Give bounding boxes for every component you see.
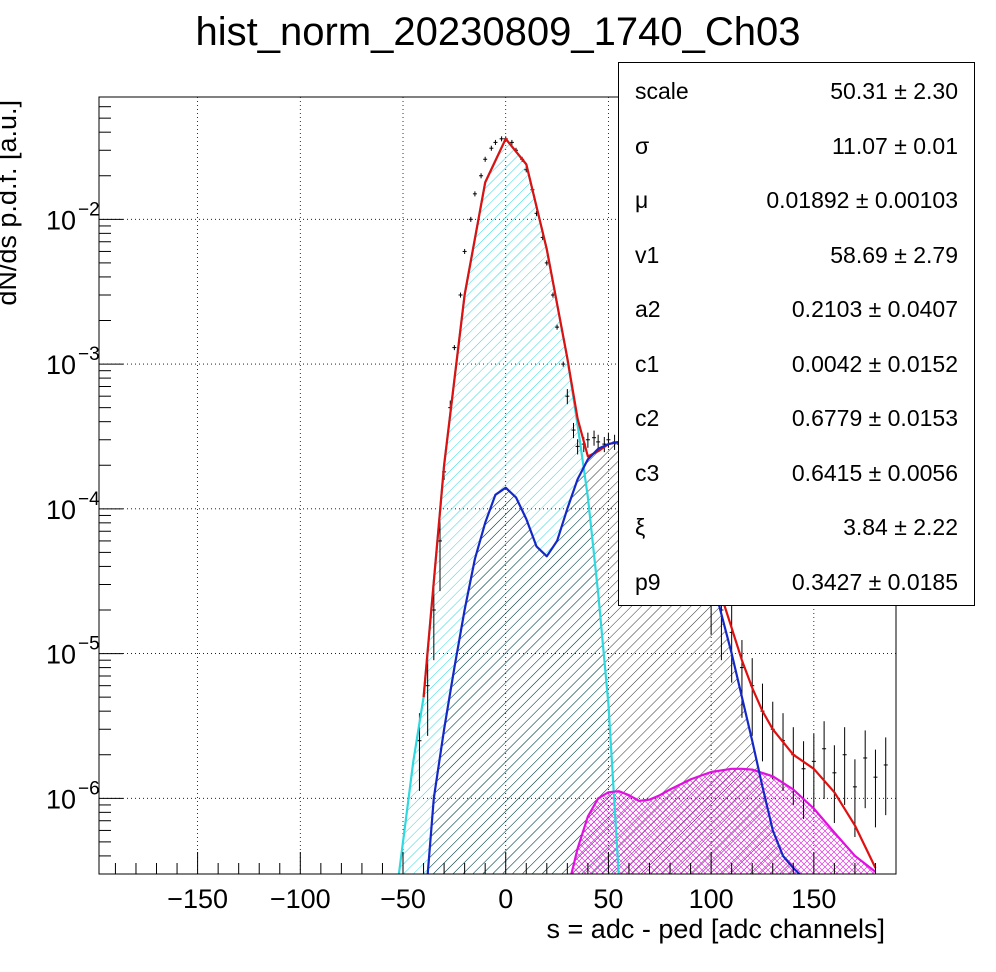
data-point xyxy=(602,436,607,453)
fit-parameter-name: c3 xyxy=(635,459,660,486)
fit-parameter-value: 0.2103 ± 0.0407 xyxy=(791,296,958,322)
data-point xyxy=(571,422,576,439)
data-point xyxy=(873,749,878,828)
y-tick-label: 10 xyxy=(46,495,76,525)
fit-parameter-row: ξ 3.84 ± 2.22 xyxy=(619,514,974,568)
data-point xyxy=(544,260,549,266)
fit-parameter-value: 50.31 ± 2.30 xyxy=(830,78,958,104)
fit-parameter-value: 3.84 ± 2.22 xyxy=(843,514,958,540)
data-point xyxy=(750,658,755,736)
fit-parameter-name: p9 xyxy=(635,568,661,595)
data-point xyxy=(781,713,786,791)
data-point xyxy=(472,191,477,197)
data-point xyxy=(425,658,430,736)
data-point xyxy=(452,345,457,351)
x-tick-label: 0 xyxy=(498,884,513,914)
fit-parameter-name: scale xyxy=(635,78,689,104)
data-point xyxy=(575,439,580,455)
data-point xyxy=(437,513,442,592)
fit-parameter-row: c3 0.6415 ± 0.0056 xyxy=(619,460,974,514)
y-tick-exponent: −5 xyxy=(78,634,100,655)
data-point xyxy=(739,640,744,718)
fit-parameter-row: p9 0.3427 ± 0.0185 xyxy=(619,569,974,623)
data-point xyxy=(479,173,484,179)
data-point xyxy=(483,156,488,162)
y-tick-exponent: −6 xyxy=(78,778,100,799)
fit-parameters-box: scale 50.31 ± 2.30 σ 11.07 ± 0.01 μ 0.01892 ±… xyxy=(618,62,975,606)
double-photoelectron-component-curve xyxy=(570,767,877,874)
double-photoelectron-component-fill xyxy=(571,768,876,874)
fit-parameter-row: a2 0.2103 ± 0.0407 xyxy=(619,296,974,350)
data-point xyxy=(499,136,504,142)
y-tick-label: 10 xyxy=(46,205,76,235)
data-point xyxy=(555,324,560,330)
data-point xyxy=(458,292,463,298)
single-photoelectron-component-fill xyxy=(427,441,800,874)
data-point xyxy=(811,733,816,812)
data-point xyxy=(832,745,837,824)
y-tick-exponent: −4 xyxy=(78,489,100,510)
data-point xyxy=(770,701,775,780)
y-tick-exponent: −2 xyxy=(78,199,100,220)
data-point xyxy=(822,721,827,799)
data-point xyxy=(863,730,868,809)
data-point xyxy=(565,389,570,405)
y-tick-label: 10 xyxy=(46,350,76,380)
x-axis-label: s = adc - ped [adc channels] xyxy=(547,914,885,944)
y-tick-label: 10 xyxy=(46,640,76,670)
chart-title: hist_norm_20230809_1740_Ch03 xyxy=(195,10,801,54)
fit-parameter-name: a2 xyxy=(635,296,661,322)
x-tick-label: −150 xyxy=(167,884,228,914)
single-photoelectron-component-curve xyxy=(426,440,801,874)
fit-parameter-value: 58.69 ± 2.79 xyxy=(830,241,958,268)
fit-parameter-row: c1 0.0042 ± 0.0152 xyxy=(619,351,974,405)
x-tick-label: −50 xyxy=(380,884,426,914)
data-point xyxy=(493,139,498,145)
data-point xyxy=(596,434,601,450)
fit-parameter-row: scale 50.31 ± 2.30 xyxy=(619,78,974,132)
data-point xyxy=(489,145,494,151)
data-point xyxy=(509,139,514,145)
fit-parameter-name: c2 xyxy=(635,405,660,431)
data-point xyxy=(561,361,566,367)
data-point xyxy=(585,432,590,448)
x-tick-label: −100 xyxy=(270,884,331,914)
data-point xyxy=(462,248,467,255)
fit-parameter-value: 0.01892 ± 0.00103 xyxy=(766,187,958,213)
fit-parameter-row: v1 58.69 ± 2.79 xyxy=(619,242,974,296)
data-point xyxy=(883,737,888,816)
data-point xyxy=(468,216,473,222)
data-point xyxy=(760,683,765,762)
data-point xyxy=(801,741,806,819)
fit-parameter-name: c1 xyxy=(635,350,660,377)
fit-parameter-name: ξ xyxy=(635,514,646,540)
fit-parameter-row: σ 11.07 ± 0.01 xyxy=(619,133,974,187)
y-tick-exponent: −3 xyxy=(78,344,100,365)
y-tick-label: 10 xyxy=(46,784,76,814)
data-point xyxy=(592,430,597,446)
fit-parameter-row: μ 0.01892 ± 0.00103 xyxy=(619,187,974,241)
fit-parameter-row: c2 0.6779 ± 0.0153 xyxy=(619,405,974,459)
x-tick-label: 50 xyxy=(593,884,623,914)
data-point xyxy=(431,582,436,661)
data-point xyxy=(842,727,847,805)
fit-parameter-name: μ xyxy=(635,187,649,213)
fit-parameter-value: 0.3427 ± 0.0185 xyxy=(791,568,958,595)
fit-parameter-value: 0.0042 ± 0.0152 xyxy=(791,350,958,377)
fit-parameter-name: v1 xyxy=(635,241,660,268)
fit-parameter-value: 11.07 ± 0.01 xyxy=(831,132,958,159)
y-axis-label: dN/ds p.d.f. [a.u.] xyxy=(0,100,22,306)
fit-parameter-value: 0.6779 ± 0.0153 xyxy=(791,405,958,431)
fit-parameter-name: σ xyxy=(635,132,650,159)
fit-parameter-value: 0.6415 ± 0.0056 xyxy=(791,459,958,486)
x-tick-label: 100 xyxy=(689,884,734,914)
x-tick-label: 150 xyxy=(791,884,836,914)
